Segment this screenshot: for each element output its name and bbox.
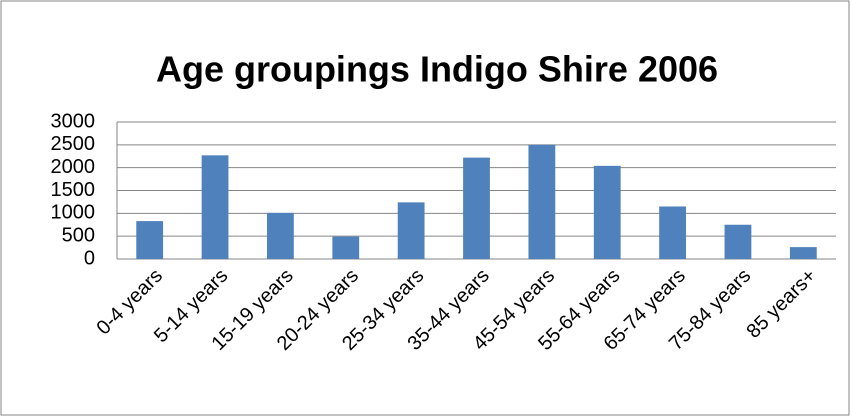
bar: [397, 202, 425, 259]
y-tick-label: 3000: [51, 110, 96, 132]
bar: [659, 206, 686, 259]
y-tick-label: 0: [84, 247, 95, 269]
y-tick-label: 1500: [51, 179, 96, 201]
bar: [528, 144, 556, 259]
bar: [136, 221, 164, 259]
chart-title: Age groupings Indigo Shire 2006: [156, 49, 718, 90]
bar: [789, 247, 817, 259]
bar: [267, 212, 294, 259]
bar: [724, 224, 752, 259]
bar: [201, 155, 229, 259]
bar: [593, 165, 621, 259]
y-tick-label: 1000: [51, 202, 96, 224]
y-tick-label: 2500: [51, 133, 96, 155]
y-tick-label: 2000: [51, 156, 96, 178]
bar: [463, 157, 490, 259]
y-tick-label: 500: [62, 224, 95, 246]
bar: [332, 236, 360, 259]
